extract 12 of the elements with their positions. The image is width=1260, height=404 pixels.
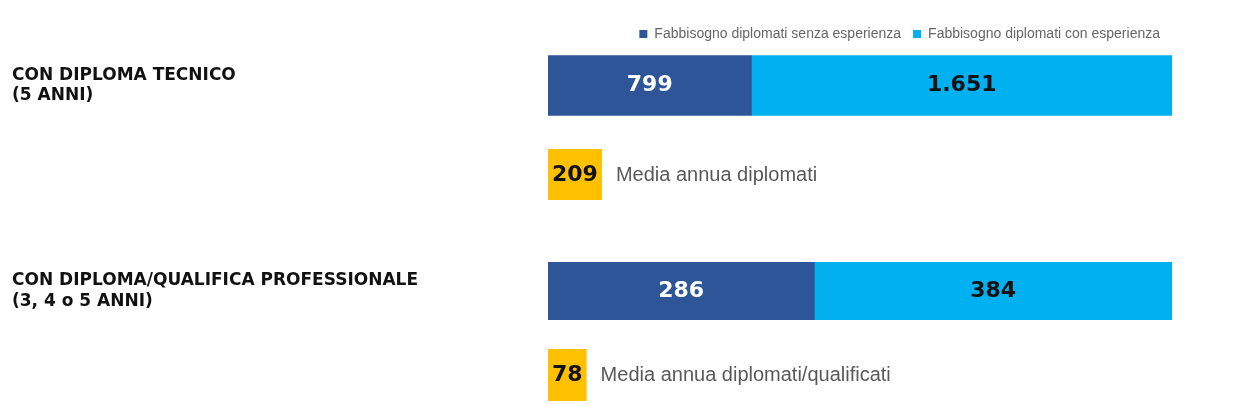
legend-label: Fabbisogno diplomati con esperienza [928, 24, 1161, 41]
text: 78 [552, 360, 583, 386]
text: Media annua diplomati [615, 162, 818, 185]
legend-label: Fabbisogno diplomati senza esperienza [654, 24, 902, 41]
y-tick-label: CON DIPLOMA/QUALIFICA PROFESSIONALE (3, 4 o 5 ANNI) [12, 269, 419, 310]
data-label: 1.651 [926, 71, 997, 97]
text: 209 [551, 160, 598, 186]
y-tick-label: CON DIPLOMA TECNICO (5 ANNI) [12, 63, 236, 105]
data-label: 799 [626, 71, 673, 97]
text: Media annua diplomati/qualificati [600, 362, 891, 385]
data-label: 286 [658, 276, 705, 302]
data-label: 384 [970, 276, 1017, 302]
